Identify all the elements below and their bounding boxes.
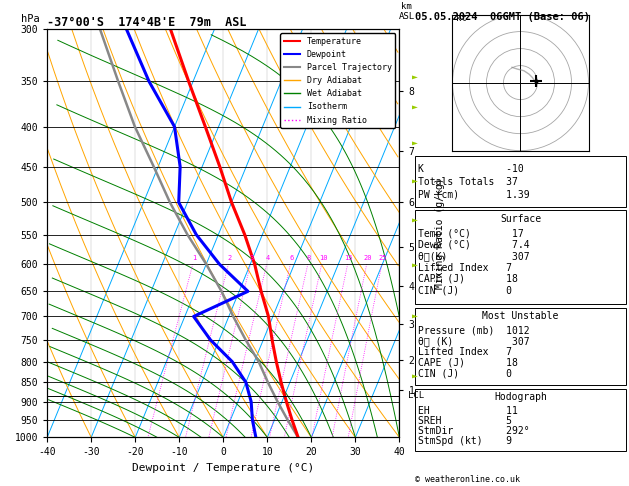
Text: StmDir         292°: StmDir 292° — [418, 426, 530, 436]
Text: ►: ► — [412, 371, 418, 381]
Text: Pressure (mb)  1012: Pressure (mb) 1012 — [418, 325, 530, 335]
Text: Temp (°C)       17: Temp (°C) 17 — [418, 229, 524, 239]
Text: ►: ► — [412, 215, 418, 225]
Text: km
ASL: km ASL — [398, 1, 415, 21]
Text: K              -10: K -10 — [418, 164, 524, 174]
Text: 1: 1 — [192, 256, 196, 261]
Text: CIN (J)        0: CIN (J) 0 — [418, 368, 512, 379]
Text: hPa: hPa — [21, 14, 40, 24]
Text: ►: ► — [412, 259, 418, 269]
Text: 15: 15 — [345, 256, 353, 261]
Text: EH             11: EH 11 — [418, 406, 518, 416]
Text: Most Unstable: Most Unstable — [482, 311, 559, 321]
Text: 10: 10 — [319, 256, 327, 261]
Text: ►: ► — [412, 71, 418, 81]
Text: Surface: Surface — [500, 214, 541, 224]
Text: 2: 2 — [228, 256, 232, 261]
Y-axis label: Mixing Ratio (g/kg): Mixing Ratio (g/kg) — [435, 177, 445, 289]
Text: kt: kt — [456, 15, 467, 23]
Text: Dewp (°C)       7.4: Dewp (°C) 7.4 — [418, 240, 530, 250]
Text: PW (cm)        1.39: PW (cm) 1.39 — [418, 190, 530, 200]
Text: ►: ► — [412, 102, 418, 112]
Text: ►: ► — [412, 311, 418, 320]
Text: 6: 6 — [289, 256, 294, 261]
Text: SREH           5: SREH 5 — [418, 416, 512, 426]
Text: Totals Totals  37: Totals Totals 37 — [418, 177, 518, 187]
Text: 8: 8 — [307, 256, 311, 261]
Text: © weatheronline.co.uk: © weatheronline.co.uk — [415, 474, 520, 484]
Text: ►: ► — [412, 138, 418, 148]
Text: StmSpd (kt)    9: StmSpd (kt) 9 — [418, 436, 512, 446]
Text: θᴄ (K)          307: θᴄ (K) 307 — [418, 336, 530, 346]
Text: Hodograph: Hodograph — [494, 392, 547, 402]
Text: CIN (J)        0: CIN (J) 0 — [418, 285, 512, 295]
Text: 25: 25 — [379, 256, 387, 261]
Text: 3: 3 — [250, 256, 254, 261]
Text: -37°00'S  174°4B'E  79m  ASL: -37°00'S 174°4B'E 79m ASL — [47, 16, 247, 29]
Text: ►: ► — [412, 175, 418, 186]
Text: 4: 4 — [266, 256, 270, 261]
Text: LCL: LCL — [408, 392, 425, 400]
Text: Lifted Index   7: Lifted Index 7 — [418, 347, 512, 357]
Text: 05.05.2024  06GMT (Base: 06): 05.05.2024 06GMT (Base: 06) — [415, 12, 590, 22]
Text: Lifted Index   7: Lifted Index 7 — [418, 262, 512, 273]
Text: θᴄ(K)           307: θᴄ(K) 307 — [418, 251, 530, 261]
Text: CAPE (J)       18: CAPE (J) 18 — [418, 274, 518, 284]
Text: CAPE (J)       18: CAPE (J) 18 — [418, 358, 518, 368]
X-axis label: Dewpoint / Temperature (°C): Dewpoint / Temperature (°C) — [132, 463, 314, 473]
Text: 20: 20 — [364, 256, 372, 261]
Legend: Temperature, Dewpoint, Parcel Trajectory, Dry Adiabat, Wet Adiabat, Isotherm, Mi: Temperature, Dewpoint, Parcel Trajectory… — [281, 34, 395, 128]
